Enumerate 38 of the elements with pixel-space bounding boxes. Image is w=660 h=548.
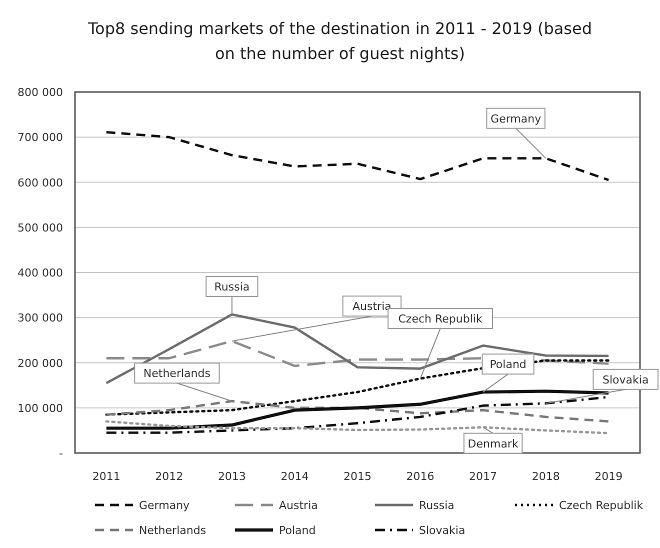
- x-tick-label: 2019: [594, 470, 623, 483]
- y-tick-label: 800 000: [18, 86, 63, 99]
- y-tick-label: 700 000: [18, 131, 63, 144]
- x-tick-label: 2012: [155, 470, 184, 483]
- y-tick-label: 300 000: [18, 312, 63, 325]
- chart-title: Top8 sending markets of the destination in 2011 - 2019 (based on the number of guest nights): [86, 19, 592, 63]
- legend-label: Russia: [419, 499, 454, 512]
- x-tick-label: 2011: [92, 470, 120, 483]
- y-tick-label: 600 000: [18, 176, 63, 190]
- x-tick-label: 2015: [344, 470, 372, 483]
- legend-label: Netherlands: [139, 524, 206, 537]
- legend-label: Poland: [279, 524, 316, 537]
- line-series: [105, 400, 610, 423]
- annotation: Netherlands: [143, 367, 211, 380]
- annotation: Denmark: [468, 437, 519, 450]
- y-tick-label: 200 000: [18, 356, 63, 370]
- line-series: [105, 130, 610, 182]
- y-tick-label: 100 000: [18, 402, 63, 415]
- y-tick-label: 500 000: [18, 221, 63, 234]
- x-tick-label: 2018: [532, 470, 560, 483]
- line-series: [104, 390, 610, 430]
- legend-label: Slovakia: [419, 524, 466, 537]
- y-tick-label: 400 000: [18, 266, 63, 280]
- x-tick-label: 2017: [469, 470, 498, 483]
- x-tick-label: 2014: [280, 470, 309, 483]
- annotation: Russia: [214, 280, 250, 294]
- legend-label: Austria: [279, 499, 318, 512]
- annotation: Germany: [490, 112, 542, 126]
- annotation: Austria: [352, 300, 392, 314]
- annotation: Slovakia: [602, 373, 649, 386]
- legend-label: Germany: [139, 499, 190, 512]
- line-series: [105, 420, 610, 434]
- x-tick-label: 2013: [218, 470, 246, 483]
- legend-label: Czech Republik: [559, 499, 644, 512]
- annotation: Czech Republik: [398, 312, 483, 326]
- annotation: Poland: [490, 358, 526, 372]
- y-tick-label: -: [59, 447, 64, 460]
- x-tick-label: 2016: [406, 470, 434, 483]
